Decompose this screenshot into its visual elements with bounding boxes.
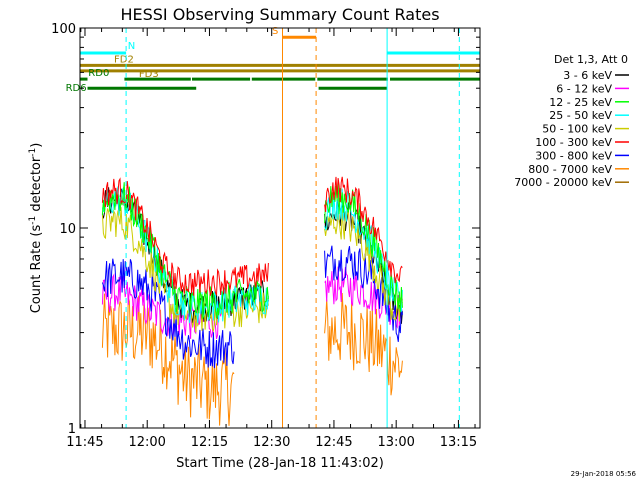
series-line-3-0 — [101, 182, 269, 320]
flag-label-rd6: RD6 — [66, 83, 87, 94]
y-axis-label-sup1: -1 — [28, 216, 38, 225]
series-line-6-1 — [324, 176, 403, 284]
series-line-6-0 — [101, 177, 269, 296]
x-axis-label: Start Time (28-Jan-18 11:43:02) — [176, 456, 384, 471]
footer-timestamp: 29-Jan-2018 05:56 — [571, 470, 637, 478]
y-axis-label-mid: detector — [29, 156, 44, 216]
legend-label-7: 800 - 7000 keV — [528, 163, 612, 176]
x-tick-label-3: 12:30 — [253, 435, 290, 450]
legend-label-0: 3 - 6 keV — [563, 69, 612, 82]
plot-area — [101, 176, 403, 426]
legend-label-3: 25 - 50 keV — [549, 109, 612, 122]
y-axis-label-end: ) — [29, 143, 44, 148]
series-line-5-0 — [101, 207, 269, 333]
legend-title: Det 1,3, Att 0 — [554, 53, 628, 66]
legend-label-6: 300 - 800 keV — [535, 149, 612, 162]
legend-label-1: 6 - 12 keV — [556, 82, 612, 95]
y-axis-label-sup2: -1 — [28, 148, 38, 157]
y-axis-label-main: Count Rate (s — [29, 225, 44, 314]
series-line-8-1 — [324, 292, 403, 396]
axes: 11:45 12:00 12:15 12:30 12:45 13:00 13:15 1 10 10… — [51, 22, 480, 450]
x-tick-label-4: 12:45 — [315, 435, 352, 450]
flag-label-fd2: FD2 — [114, 54, 134, 65]
x-tick-label-1: 12:00 — [128, 435, 165, 450]
x-tick-label-2: 12:15 — [191, 435, 228, 450]
series-line-8-0 — [101, 293, 235, 426]
x-tick-label-5: 13:00 — [377, 435, 414, 450]
flag-label-n: N — [128, 41, 135, 52]
y-tick-label-1: 10 — [59, 222, 76, 237]
x-tick-label-6: 13:15 — [440, 435, 477, 450]
flag-label-rd0: RD0 — [88, 68, 109, 79]
x-tick-label-0: 11:45 — [66, 435, 103, 450]
legend-label-2: 12 - 25 keV — [549, 96, 612, 109]
series-line-7-1 — [324, 245, 403, 342]
legend-label-8: 7000 - 20000 keV — [514, 176, 612, 189]
flag-label-fd3: FD3 — [139, 69, 159, 80]
chart-title: HESSI Observing Summary Count Rates — [120, 5, 439, 24]
legend-label-5: 100 - 300 keV — [535, 136, 612, 149]
y-tick-label-0: 1 — [68, 422, 76, 437]
flag-label-s: S — [272, 26, 278, 37]
y-axis-label: Count Rate (s-1 detector-1) — [28, 143, 44, 314]
series-line-7-0 — [101, 258, 235, 369]
legend-label-4: 50 - 100 keV — [542, 123, 612, 136]
y-tick-label-2: 100 — [51, 22, 76, 37]
